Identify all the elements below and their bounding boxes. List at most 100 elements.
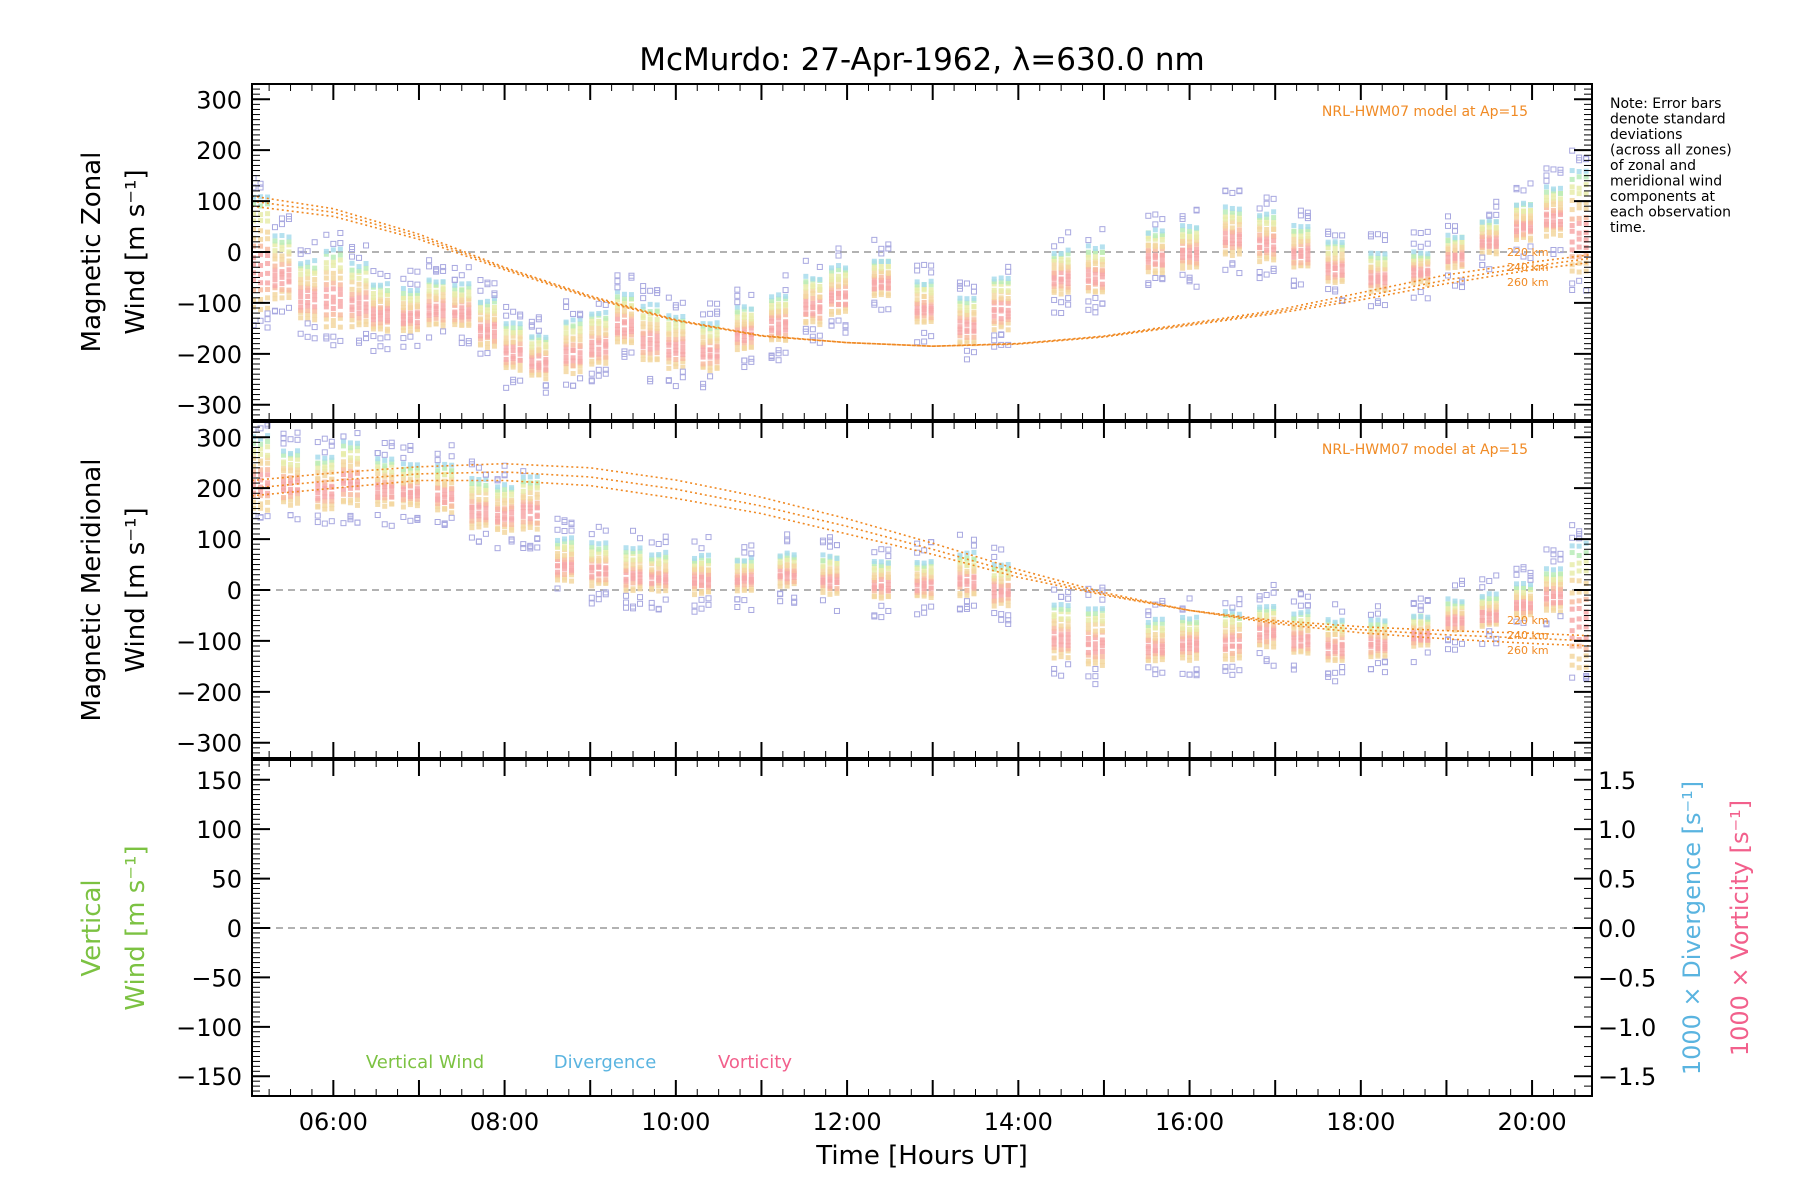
observation-point — [1459, 252, 1465, 258]
observation-point — [1236, 636, 1242, 642]
observation-point — [452, 290, 458, 296]
observation-point — [295, 462, 301, 468]
observation-outlier — [297, 250, 304, 257]
observation-outlier — [1236, 188, 1243, 195]
observation-point — [991, 313, 997, 319]
observation-point — [1257, 213, 1263, 219]
observation-point — [1180, 250, 1186, 256]
observation-point — [791, 558, 797, 564]
observation-point — [1092, 606, 1098, 612]
observation-outlier — [1058, 593, 1065, 600]
observation-point — [495, 490, 501, 496]
observation-point — [570, 329, 576, 335]
observation-point — [783, 336, 789, 342]
observation-point — [623, 549, 629, 555]
observation-point — [589, 311, 595, 317]
observation-point — [1557, 204, 1563, 210]
observation-outlier — [1410, 659, 1417, 666]
observation-point — [777, 567, 783, 573]
observation-cluster — [802, 257, 823, 346]
observation-point — [281, 485, 287, 491]
observation-point — [921, 286, 927, 292]
observation-point — [258, 501, 264, 507]
observation-point — [663, 571, 669, 577]
observation-point — [1180, 238, 1186, 244]
observation-point — [452, 300, 458, 306]
observation-point — [748, 306, 754, 312]
observation-point — [1569, 550, 1575, 556]
observation-point — [449, 510, 455, 516]
observation-outlier — [407, 517, 414, 524]
observation-point — [921, 575, 927, 581]
observation-cluster — [1325, 228, 1346, 304]
observation-point — [836, 301, 842, 307]
observation-point — [1092, 660, 1098, 666]
observation-point — [503, 360, 509, 366]
observation-point — [1411, 623, 1417, 629]
observation-point — [322, 506, 328, 512]
observation-point — [1051, 253, 1057, 259]
observation-point — [1145, 253, 1151, 259]
observation-point — [1375, 651, 1381, 657]
observation-cluster — [1479, 572, 1500, 647]
observation-point — [878, 583, 884, 589]
observation-point — [623, 556, 629, 562]
observation-point — [491, 316, 497, 322]
observation-outlier — [842, 322, 849, 329]
observation-point — [503, 321, 509, 327]
observation-point — [258, 271, 264, 277]
observation-point — [699, 579, 705, 585]
observation-point — [1332, 631, 1338, 637]
observation-outlier — [414, 342, 421, 349]
observation-point — [1257, 621, 1263, 627]
observation-point — [817, 304, 823, 310]
observation-point — [914, 319, 920, 325]
observation-outlier — [768, 352, 775, 359]
observation-point — [885, 578, 891, 584]
observation-point — [1085, 243, 1091, 249]
observation-point — [673, 327, 679, 333]
observation-outlier — [1513, 246, 1520, 253]
observation-point — [1145, 269, 1151, 275]
observation-point — [534, 526, 540, 532]
observation-point — [1257, 616, 1263, 622]
observation-outlier — [748, 542, 755, 549]
observation-point — [998, 588, 1004, 594]
observation-point — [640, 344, 646, 350]
observation-outlier — [1543, 172, 1550, 179]
observation-point — [871, 582, 877, 588]
observation-point — [1411, 272, 1417, 278]
observation-outlier — [630, 603, 637, 610]
observation-point — [1332, 626, 1338, 632]
observation-point — [288, 465, 294, 471]
svg-text:Wind [m s⁻¹]: Wind [m s⁻¹] — [121, 169, 151, 334]
observation-outlier — [323, 335, 330, 342]
observation-outlier — [588, 531, 595, 538]
observation-point — [699, 564, 705, 570]
observation-point — [777, 580, 783, 586]
observation-point — [1085, 272, 1091, 278]
model-series-label: 260 km — [1507, 276, 1549, 289]
observation-point — [1543, 581, 1549, 587]
observation-outlier — [297, 330, 304, 337]
observation-point — [1411, 253, 1417, 259]
observation-point — [791, 579, 797, 585]
observation-point — [1065, 257, 1071, 263]
observation-outlier — [802, 257, 809, 264]
observation-point — [452, 295, 458, 301]
observation-point — [1569, 207, 1575, 213]
observation-point — [483, 510, 489, 516]
observation-point — [330, 323, 336, 329]
observation-point — [330, 275, 336, 281]
observation-point — [1051, 621, 1057, 627]
observation-point — [375, 485, 381, 491]
observation-outlier — [1058, 299, 1065, 306]
observation-point — [596, 346, 602, 352]
observation-point — [829, 265, 835, 271]
observation-point — [680, 331, 686, 337]
observation-point — [783, 332, 789, 338]
observation-outlier — [1229, 261, 1236, 268]
observation-point — [258, 236, 264, 242]
observation-point — [647, 350, 653, 356]
